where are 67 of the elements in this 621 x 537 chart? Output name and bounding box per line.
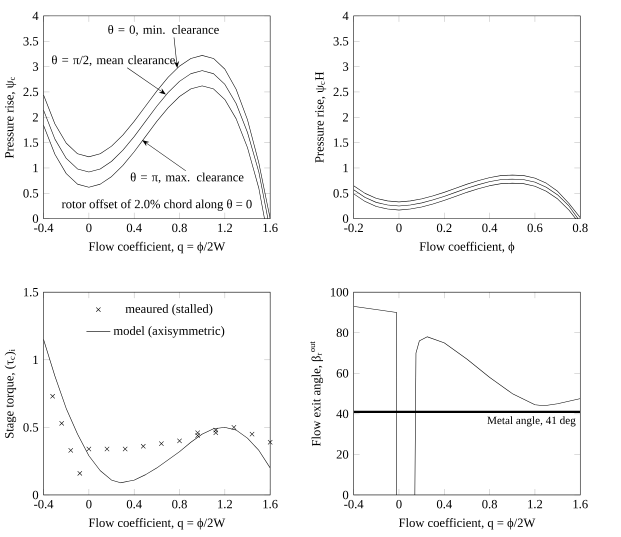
x-tick-label: -0.4 xyxy=(34,500,54,509)
y-tick-label: 0.5 xyxy=(23,189,38,198)
y-tick-label: 0 xyxy=(32,490,38,500)
y-tick-label: 40 xyxy=(336,410,348,418)
y-tick-label: 2 xyxy=(32,113,38,122)
x-tick-label: -0.4 xyxy=(34,224,54,232)
ref-line-label: Metal angle, 41 deg xyxy=(487,416,576,427)
x-tick-label: 0.6 xyxy=(528,224,542,232)
x-tick-label: 0.2 xyxy=(436,224,452,232)
x-axis-title: Flow coefficient, q = ϕ/2W xyxy=(88,242,226,254)
y-tick-label: 1.5 xyxy=(24,288,38,297)
legend-label: model (axisymmetric) xyxy=(114,326,224,338)
x-tick-label: 0.4 xyxy=(482,224,498,232)
legend-label: meaured (stalled) xyxy=(126,304,212,316)
y-tick-label: 0 xyxy=(32,214,38,224)
annotation: rotor offset of 2.0% chord along θ = 0 xyxy=(62,199,252,212)
x-tick-label: 1.6 xyxy=(263,500,278,509)
y-tick-label: 0.5 xyxy=(333,189,348,198)
y-tick-label: 0.5 xyxy=(23,423,38,432)
y-tick-label: 1 xyxy=(344,164,348,172)
y-tick-label: 3 xyxy=(32,62,38,71)
y-tick-label: 1.5 xyxy=(24,138,38,147)
annotation: θ = π/2, mean clearance xyxy=(52,55,175,66)
x-tick-label: 1.2 xyxy=(218,224,232,232)
y-tick-label: 0 xyxy=(342,490,348,500)
x-tick-label: 0.8 xyxy=(172,500,187,509)
x-tick-label: -0.4 xyxy=(344,500,364,509)
y-tick-label: 1 xyxy=(33,164,38,172)
y-tick-label: 4 xyxy=(342,12,349,20)
annotation: θ = π, max. clearance xyxy=(130,172,244,184)
annotation: θ = 0, min. clearance xyxy=(108,25,219,36)
x-tick-label: 1.6 xyxy=(573,500,588,509)
x-tick-label: 0.8 xyxy=(172,224,187,232)
y-axis-title: Pressure rise, ψ$_{c}$ xyxy=(5,77,16,158)
y-tick-label: 80 xyxy=(336,328,348,338)
x-axis-title: Flow coefficient, q = ϕ/2W xyxy=(88,518,226,530)
x-tick-label: 0 xyxy=(86,500,92,509)
x-tick-label: 0.4 xyxy=(126,500,142,509)
y-tick-label: 100 xyxy=(330,288,348,297)
y-tick-label: 2 xyxy=(342,113,348,122)
y-axis-title: Flow exit angle, β$_{r}$out xyxy=(310,342,324,446)
x-tick-label: 1.2 xyxy=(218,500,232,509)
x-tick-label: 0 xyxy=(86,224,92,232)
x-tick-label: 0.8 xyxy=(482,500,497,509)
y-tick-label: 1.5 xyxy=(334,138,348,147)
x-tick-label: -0.2 xyxy=(344,224,363,232)
x-tick-label: 0.4 xyxy=(126,224,142,232)
y-tick-label: 3.5 xyxy=(334,37,348,46)
y-tick-label: 2.5 xyxy=(334,88,348,96)
x-tick-label: 0 xyxy=(396,500,402,509)
y-tick-label: 4 xyxy=(32,12,38,20)
x-tick-label: 0 xyxy=(396,224,402,232)
x-tick-label: 0.8 xyxy=(572,224,588,232)
y-tick-label: 0 xyxy=(342,214,348,224)
x-axis-title: Flow coefficient, q = ϕ/2W xyxy=(398,518,536,530)
x-axis-title: Flow coefficient, ϕ xyxy=(420,242,514,254)
y-axis-title: Stage torque, (τ$_{c}$)$_{i}$ xyxy=(4,349,16,438)
y-tick-label: 1 xyxy=(33,356,38,364)
y-axis-title: Pressure rise, ψ$_{c}$H xyxy=(315,72,326,163)
y-tick-label: 3.5 xyxy=(23,37,38,46)
x-tick-label: 1.2 xyxy=(528,500,542,509)
y-tick-label: 3 xyxy=(343,62,348,71)
x-tick-label: 1.6 xyxy=(263,224,278,232)
y-tick-label: 2.5 xyxy=(23,88,38,96)
x-tick-label: 0.4 xyxy=(436,500,452,509)
y-tick-label: 20 xyxy=(336,450,348,459)
y-tick-label: 60 xyxy=(336,369,348,378)
